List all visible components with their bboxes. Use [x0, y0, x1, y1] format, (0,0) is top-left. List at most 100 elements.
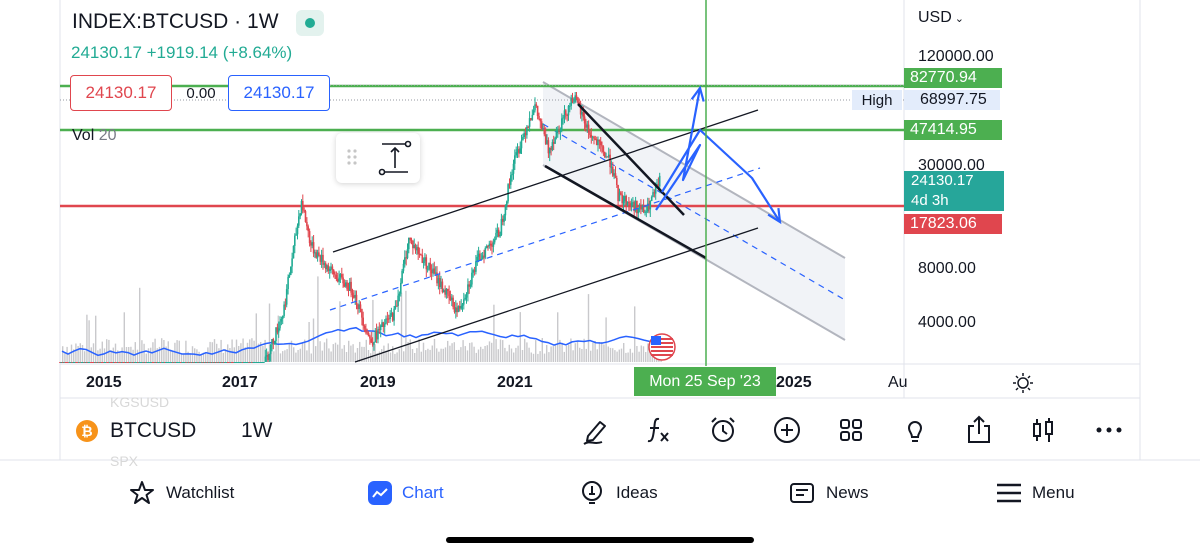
current-price-tag: 24130.17 4d 3h: [904, 171, 1004, 211]
indicators-fx-icon[interactable]: [643, 414, 675, 446]
candle-body: [603, 152, 606, 157]
volume-bar: [471, 342, 473, 362]
candle-body: [412, 240, 414, 249]
symbol-carousel-next[interactable]: SPX: [110, 453, 139, 469]
candle-body: [565, 110, 567, 115]
candle-body: [303, 210, 305, 212]
buy-button[interactable]: 24130.17: [228, 75, 330, 111]
volume-bar: [128, 347, 130, 362]
volume-bar: [620, 348, 623, 362]
candlestick-chart-type-icon[interactable]: [1027, 414, 1059, 446]
candle-body: [536, 105, 539, 116]
candle-body: [283, 304, 285, 316]
ideas-bulb-icon[interactable]: [899, 414, 931, 446]
candle-body: [349, 281, 351, 291]
volume-bar: [570, 338, 572, 362]
candle-body: [116, 362, 119, 363]
symbol-carousel-previous[interactable]: KGSUSD: [110, 394, 170, 410]
volume-bar: [592, 342, 594, 362]
candle-body: [287, 277, 289, 289]
volume-bar: [429, 349, 431, 362]
volume-bar: [101, 341, 103, 362]
candle-body: [391, 313, 394, 321]
sell-button[interactable]: 24130.17: [70, 75, 172, 111]
candle-body: [597, 139, 599, 146]
crosshair-date-tag: Mon 25 Sep '23: [634, 367, 776, 396]
candle-body: [402, 263, 405, 271]
nav-news[interactable]: News: [788, 478, 869, 508]
candle-body: [159, 362, 162, 363]
layouts-grid-icon[interactable]: [835, 414, 867, 446]
candle-body: [130, 362, 132, 363]
more-icon[interactable]: [1093, 414, 1125, 446]
chart-symbol-title[interactable]: INDEX:BTCUSD · 1W: [72, 10, 279, 33]
volume-bar: [189, 353, 191, 362]
theme-toggle-sun-icon[interactable]: [1012, 372, 1034, 394]
volume-bar: [416, 348, 418, 362]
candle-body: [381, 322, 383, 326]
candle-body: [197, 362, 199, 363]
volume-bar: [211, 342, 213, 362]
candle-body: [496, 229, 499, 233]
candle-body: [300, 201, 303, 214]
candle-body: [491, 245, 493, 247]
nav-chart[interactable]: Chart: [368, 478, 444, 508]
volume-bar: [68, 352, 70, 362]
volume-bar: [451, 343, 453, 362]
volume-bar: [337, 344, 339, 362]
volume-bar: [262, 346, 264, 362]
volume-bar: [145, 353, 147, 362]
us-flag-economic-event-icon[interactable]: [648, 333, 676, 361]
candle-body: [446, 288, 449, 291]
falling-wedge-lower: [544, 164, 707, 260]
candle-body: [237, 362, 240, 363]
candle-body: [369, 336, 371, 339]
candle-body: [387, 318, 390, 320]
add-circle-icon[interactable]: [771, 414, 803, 446]
candle-body: [248, 362, 250, 363]
volume-bar: [477, 349, 480, 362]
volume-bar: [81, 345, 84, 362]
volume-bar: [491, 342, 493, 362]
drawing-pen-icon[interactable]: [580, 414, 612, 446]
drag-handle-icon[interactable]: [336, 133, 420, 183]
candle-body: [436, 272, 438, 284]
volume-bar: [209, 341, 211, 362]
candle-body: [585, 123, 587, 128]
candle-body: [396, 305, 398, 307]
volume-bar: [444, 347, 447, 362]
candle-body: [383, 323, 386, 327]
nav-ideas[interactable]: Ideas: [578, 478, 658, 508]
nav-watchlist[interactable]: Watchlist: [128, 478, 234, 508]
share-icon[interactable]: [963, 414, 995, 446]
candle-body: [78, 362, 80, 363]
candle-body: [239, 362, 241, 363]
nav-menu[interactable]: Menu: [996, 478, 1075, 508]
candle-body: [563, 110, 566, 118]
volume-bar: [332, 344, 334, 362]
timeframe-button[interactable]: 1W: [241, 419, 273, 442]
candle-body: [326, 265, 328, 270]
candle-body: [245, 362, 248, 363]
candle-body: [222, 362, 225, 363]
floating-drawing-toolbar[interactable]: [336, 133, 420, 183]
candle-body: [629, 203, 631, 206]
volume-bar: [95, 315, 97, 362]
candle-body: [277, 328, 280, 333]
volume-indicator-legend[interactable]: Vol 20: [72, 127, 117, 145]
nav-label: Ideas: [616, 483, 658, 502]
candle-body: [547, 140, 550, 154]
candle-body: [514, 155, 516, 164]
market-status-indicator[interactable]: [296, 10, 324, 36]
candle-body: [347, 289, 350, 291]
alert-clock-icon[interactable]: [707, 414, 739, 446]
candle-body: [487, 246, 489, 247]
volume-bar: [205, 352, 207, 362]
candle-body: [617, 185, 619, 202]
currency-selector[interactable]: USD ⌄: [918, 9, 964, 27]
symbol-name-button[interactable]: BTCUSD: [110, 419, 197, 442]
candle-body: [285, 289, 288, 305]
candle-body: [622, 201, 625, 204]
long-position-tool-icon[interactable]: [376, 139, 416, 179]
